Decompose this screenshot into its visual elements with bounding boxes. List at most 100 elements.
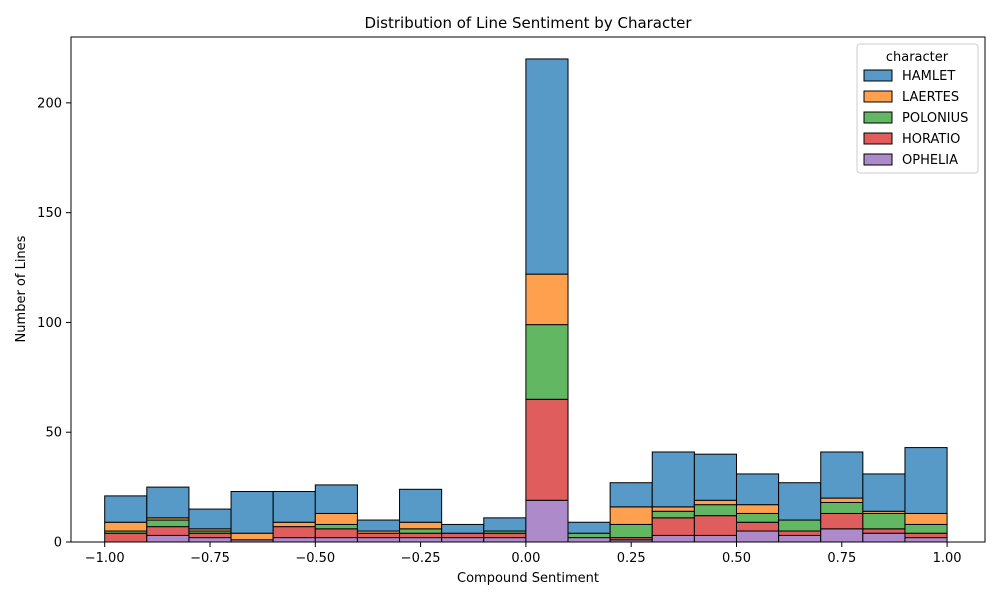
bar-laertes-bin-19	[904, 512, 948, 525]
bar-ophelia-bin-16	[778, 534, 822, 543]
bar-hamlet-bin-12	[609, 482, 653, 508]
y-ticks: 0 50 100 150 200	[37, 96, 71, 551]
bar-laertes-bin-13	[651, 506, 695, 512]
legend-swatch-horatio	[863, 132, 893, 145]
bar-ophelia-bin-4	[272, 537, 316, 543]
bar-laertes-bin-5	[314, 512, 358, 525]
bar-horatio-bin-15	[735, 521, 780, 532]
bar-ophelia-bin-19	[904, 537, 948, 543]
bar-hamlet-bin-4	[272, 491, 316, 523]
y-tick-label: 0	[54, 536, 62, 551]
bar-hamlet-bin-10	[525, 58, 569, 275]
chart-title: Distribution of Line Sentiment by Charac…	[364, 14, 692, 32]
bar-polonius-bin-16	[778, 519, 822, 532]
bar-hamlet-bin-0	[104, 495, 148, 523]
plot-frame	[70, 36, 986, 543]
y-tick-label: 50	[45, 426, 62, 441]
legend-label-ophelia: OPHELIA	[902, 153, 958, 168]
bar-horatio-bin-16	[778, 530, 822, 536]
y-tick-label: 200	[37, 96, 62, 111]
bar-horatio-bin-17	[820, 512, 864, 530]
bar-polonius-bin-15	[735, 512, 780, 523]
legend-label-horatio: HORATIO	[902, 132, 960, 147]
bar-polonius-bin-13	[651, 510, 695, 519]
bar-horatio-bin-10	[525, 398, 569, 501]
legend-label-laertes: LAERTES	[902, 90, 959, 105]
bar-hamlet-bin-3	[230, 491, 274, 534]
x-axis-label: Compound Sentiment	[457, 571, 599, 586]
bar-horatio-bin-9	[483, 532, 527, 539]
bar-ophelia-bin-8	[441, 537, 485, 543]
bar-laertes-bin-12	[609, 506, 653, 525]
bar-ophelia-bin-1	[146, 534, 190, 543]
bar-laertes-bin-7	[399, 521, 443, 530]
bar-polonius-bin-12	[609, 523, 653, 539]
legend-swatch-ophelia	[863, 153, 893, 166]
bar-ophelia-bin-10	[525, 499, 569, 543]
legend-label-hamlet: HAMLET	[902, 69, 955, 84]
bar-laertes-bin-4	[272, 521, 316, 528]
x-tick-label: −0.25	[401, 551, 441, 566]
legend: character HAMLET LAERTES POLONIUS HORATIO OP…	[856, 43, 979, 174]
bar-ophelia-bin-7	[399, 537, 443, 543]
bar-polonius-bin-14	[693, 504, 737, 517]
bar-horatio-bin-13	[651, 517, 695, 536]
x-tick-label: −0.50	[295, 551, 335, 566]
bar-laertes-bin-17	[820, 497, 864, 503]
bar-hamlet-bin-8	[441, 523, 485, 534]
x-tick-label: −1.00	[85, 551, 125, 566]
bar-horatio-bin-4	[272, 526, 316, 539]
y-tick-label: 100	[37, 316, 62, 331]
bar-horatio-bin-14	[693, 515, 737, 536]
bars-group	[104, 58, 948, 543]
bar-horatio-bin-8	[441, 532, 485, 539]
bar-hamlet-bin-14	[693, 453, 737, 501]
x-tick-label: −0.75	[190, 551, 230, 566]
bar-ophelia-bin-15	[735, 530, 780, 543]
bar-ophelia-bin-2	[188, 537, 232, 543]
x-ticks: −1.00 −0.75 −0.50 −0.25 0.00 0.25 0.50 0.75 1.00	[85, 542, 962, 566]
bar-polonius-bin-19	[904, 523, 948, 534]
bar-polonius-bin-10	[525, 324, 569, 400]
bar-horatio-bin-0	[104, 532, 148, 543]
y-tick-label: 150	[37, 206, 62, 221]
bar-laertes-bin-10	[525, 273, 569, 326]
bar-polonius-bin-18	[862, 512, 906, 530]
bar-hamlet-bin-18	[862, 473, 906, 512]
bar-laertes-bin-14	[693, 499, 737, 506]
x-tick-label: 0.25	[617, 551, 646, 566]
bar-ophelia-bin-9	[483, 537, 527, 543]
bar-horatio-bin-6	[356, 532, 401, 539]
bar-laertes-bin-15	[735, 504, 780, 514]
bar-ophelia-bin-14	[693, 534, 737, 543]
bar-hamlet-bin-1	[146, 486, 190, 519]
bar-polonius-bin-17	[820, 501, 864, 514]
legend-title: character	[886, 50, 949, 65]
bar-ophelia-bin-13	[651, 534, 695, 543]
y-axis-label: Number of Lines	[14, 235, 29, 342]
x-tick-label: 0.00	[511, 551, 540, 566]
bar-polonius-bin-11	[567, 532, 611, 539]
bar-hamlet-bin-6	[356, 519, 401, 532]
bar-ophelia-bin-18	[862, 532, 906, 543]
bar-polonius-bin-1	[146, 519, 190, 528]
bar-ophelia-bin-17	[820, 528, 864, 543]
bar-hamlet-bin-19	[904, 447, 948, 514]
bar-hamlet-bin-5	[314, 484, 358, 514]
bar-hamlet-bin-16	[778, 482, 822, 521]
bar-hamlet-bin-9	[483, 517, 527, 532]
bar-horatio-bin-5	[314, 528, 358, 539]
legend-items: HAMLET LAERTES POLONIUS HORATIO OPHELIA	[863, 69, 968, 168]
bar-polonius-bin-7	[399, 528, 443, 534]
bar-horatio-bin-7	[399, 532, 443, 539]
legend-swatch-polonius	[863, 111, 893, 124]
bar-hamlet-bin-17	[820, 451, 864, 499]
bar-laertes-bin-0	[104, 521, 148, 532]
bar-laertes-bin-3	[230, 532, 274, 541]
bar-hamlet-bin-15	[735, 473, 780, 506]
x-tick-label: 0.50	[722, 551, 751, 566]
bar-hamlet-bin-7	[399, 488, 443, 523]
bar-polonius-bin-5	[314, 523, 358, 530]
bar-ophelia-bin-6	[356, 537, 401, 543]
